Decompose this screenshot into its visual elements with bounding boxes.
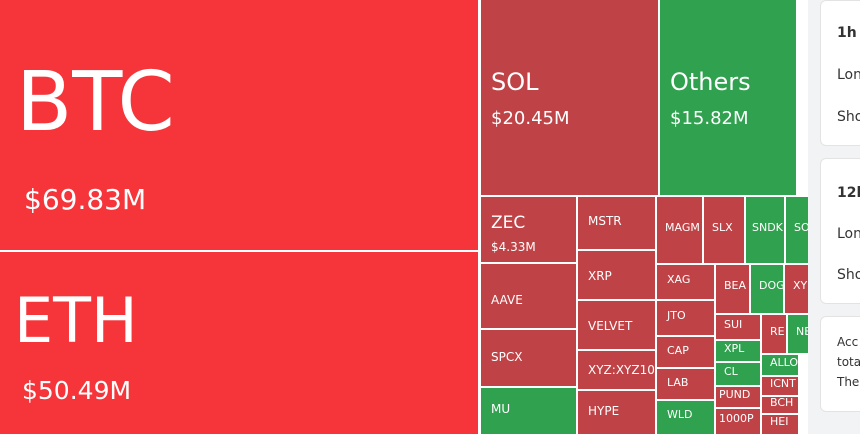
tile-label: MU	[491, 402, 511, 416]
treemap-tile[interactable]: XYZ:XYZ100	[578, 351, 655, 389]
tile-label: XY	[793, 279, 808, 292]
treemap-tile[interactable]: MAGM	[657, 197, 702, 263]
card-title: 12h	[837, 185, 860, 201]
treemap-tile[interactable]: CL	[716, 363, 760, 385]
tile-label: XRP	[588, 269, 612, 283]
treemap-tile[interactable]: SPCX	[481, 330, 576, 386]
treemap-tile[interactable]: SO	[786, 197, 808, 263]
card-text: Lon	[837, 67, 860, 83]
card: Acc tota The	[820, 316, 860, 412]
tile-label: BEA	[724, 279, 747, 292]
treemap-tile[interactable]: 1000P	[716, 409, 760, 434]
treemap-tile[interactable]: ZEC $4.33M	[481, 197, 576, 262]
tile-label: HYPE	[588, 404, 620, 418]
tile-label: BCH	[770, 397, 794, 409]
card-text: Sho	[837, 109, 860, 125]
tile-label: 1000P	[719, 412, 754, 425]
tile-value: $4.33M	[491, 240, 536, 254]
card-text: The	[837, 375, 860, 389]
treemap-tile[interactable]: HYPE	[578, 391, 655, 434]
treemap-tile[interactable]: BTC $69.83M	[0, 0, 478, 250]
treemap-tile[interactable]: SOL $20.45M	[481, 0, 658, 195]
tile-label: XPL	[724, 342, 745, 355]
tile-value: $69.83M	[24, 183, 147, 216]
tile-label: MAGM	[665, 221, 700, 234]
treemap-tile[interactable]: SUI	[716, 315, 760, 339]
treemap-tile[interactable]: XAG	[657, 265, 714, 299]
tile-label: SO	[794, 221, 808, 234]
tile-label: VELVET	[588, 319, 633, 333]
treemap-tile[interactable]: BEA	[716, 265, 749, 313]
tile-label: ETH	[14, 284, 138, 357]
tile-label: PUND	[719, 388, 751, 401]
card-title: 1h	[837, 25, 857, 41]
tile-label: AAVE	[491, 293, 523, 307]
treemap-tile[interactable]: AAVE	[481, 264, 576, 328]
tile-label: LAB	[667, 376, 689, 389]
tile-label: BTC	[16, 55, 175, 150]
treemap-tile[interactable]: XY	[785, 265, 808, 313]
treemap-tile[interactable]: MSTR	[578, 197, 655, 249]
tile-label: Others	[670, 68, 751, 96]
treemap-tile[interactable]: Others $15.82M	[660, 0, 796, 195]
tile-label: SOL	[491, 68, 539, 96]
treemap-tile[interactable]: XPL	[716, 341, 760, 361]
tile-label: SNDK	[752, 221, 783, 234]
treemap-tile[interactable]: MU	[481, 388, 576, 434]
treemap-tile[interactable]: DOG	[751, 265, 783, 313]
treemap-tile[interactable]: RE	[762, 315, 786, 353]
card: 12h Lon Sho	[820, 158, 860, 304]
treemap-tile[interactable]: XRP	[578, 251, 655, 299]
treemap-tile[interactable]: PUND	[716, 387, 760, 407]
treemap-tile[interactable]: JTO	[657, 301, 714, 335]
tile-value: $15.82M	[670, 108, 749, 129]
card-text: Acc	[837, 335, 859, 349]
treemap-tile[interactable]: BCH	[762, 397, 798, 413]
tile-label: SUI	[724, 318, 743, 331]
tile-label: WLD	[667, 408, 693, 421]
tile-label: SPCX	[491, 350, 523, 364]
treemap-tile[interactable]: NE	[788, 315, 808, 353]
treemap: BTC $69.83M ETH $50.49M SOL $20.45M Others $15.…	[0, 0, 808, 434]
card: 1h Lon Sho	[820, 0, 860, 146]
tile-label: NE	[796, 325, 808, 338]
tile-label: JTO	[667, 309, 686, 322]
treemap-tile[interactable]: VELVET	[578, 301, 655, 349]
card-text: tota	[837, 355, 860, 369]
tile-label: CL	[724, 365, 738, 378]
tile-label: XAG	[667, 273, 691, 286]
card-text: Lon	[837, 226, 860, 242]
tile-value: $20.45M	[491, 108, 570, 129]
treemap-tile[interactable]: SLX	[704, 197, 744, 263]
treemap-tile[interactable]: ALLO	[762, 355, 798, 375]
treemap-tile[interactable]: WLD	[657, 401, 714, 434]
tile-label: CAP	[667, 344, 689, 357]
treemap-tile[interactable]: ETH $50.49M	[0, 252, 478, 434]
treemap-tile[interactable]: ICNT	[762, 377, 798, 395]
tile-label: RE	[770, 325, 785, 338]
tile-label: DOG	[759, 279, 783, 292]
card-text: Sho	[837, 267, 860, 283]
tile-label: MSTR	[588, 214, 622, 228]
tile-label: XYZ:XYZ100	[588, 363, 655, 377]
tile-label: ALLO	[770, 356, 798, 369]
tile-label: ZEC	[491, 213, 526, 233]
tile-label: ICNT	[770, 377, 796, 390]
treemap-tile[interactable]: HEI	[762, 415, 798, 434]
treemap-tile[interactable]: LAB	[657, 369, 714, 399]
treemap-tile[interactable]: SNDK	[746, 197, 784, 263]
tile-label: SLX	[712, 221, 733, 234]
tile-label: HEI	[770, 415, 789, 428]
treemap-tile[interactable]: CAP	[657, 337, 714, 367]
tile-value: $50.49M	[22, 376, 132, 405]
